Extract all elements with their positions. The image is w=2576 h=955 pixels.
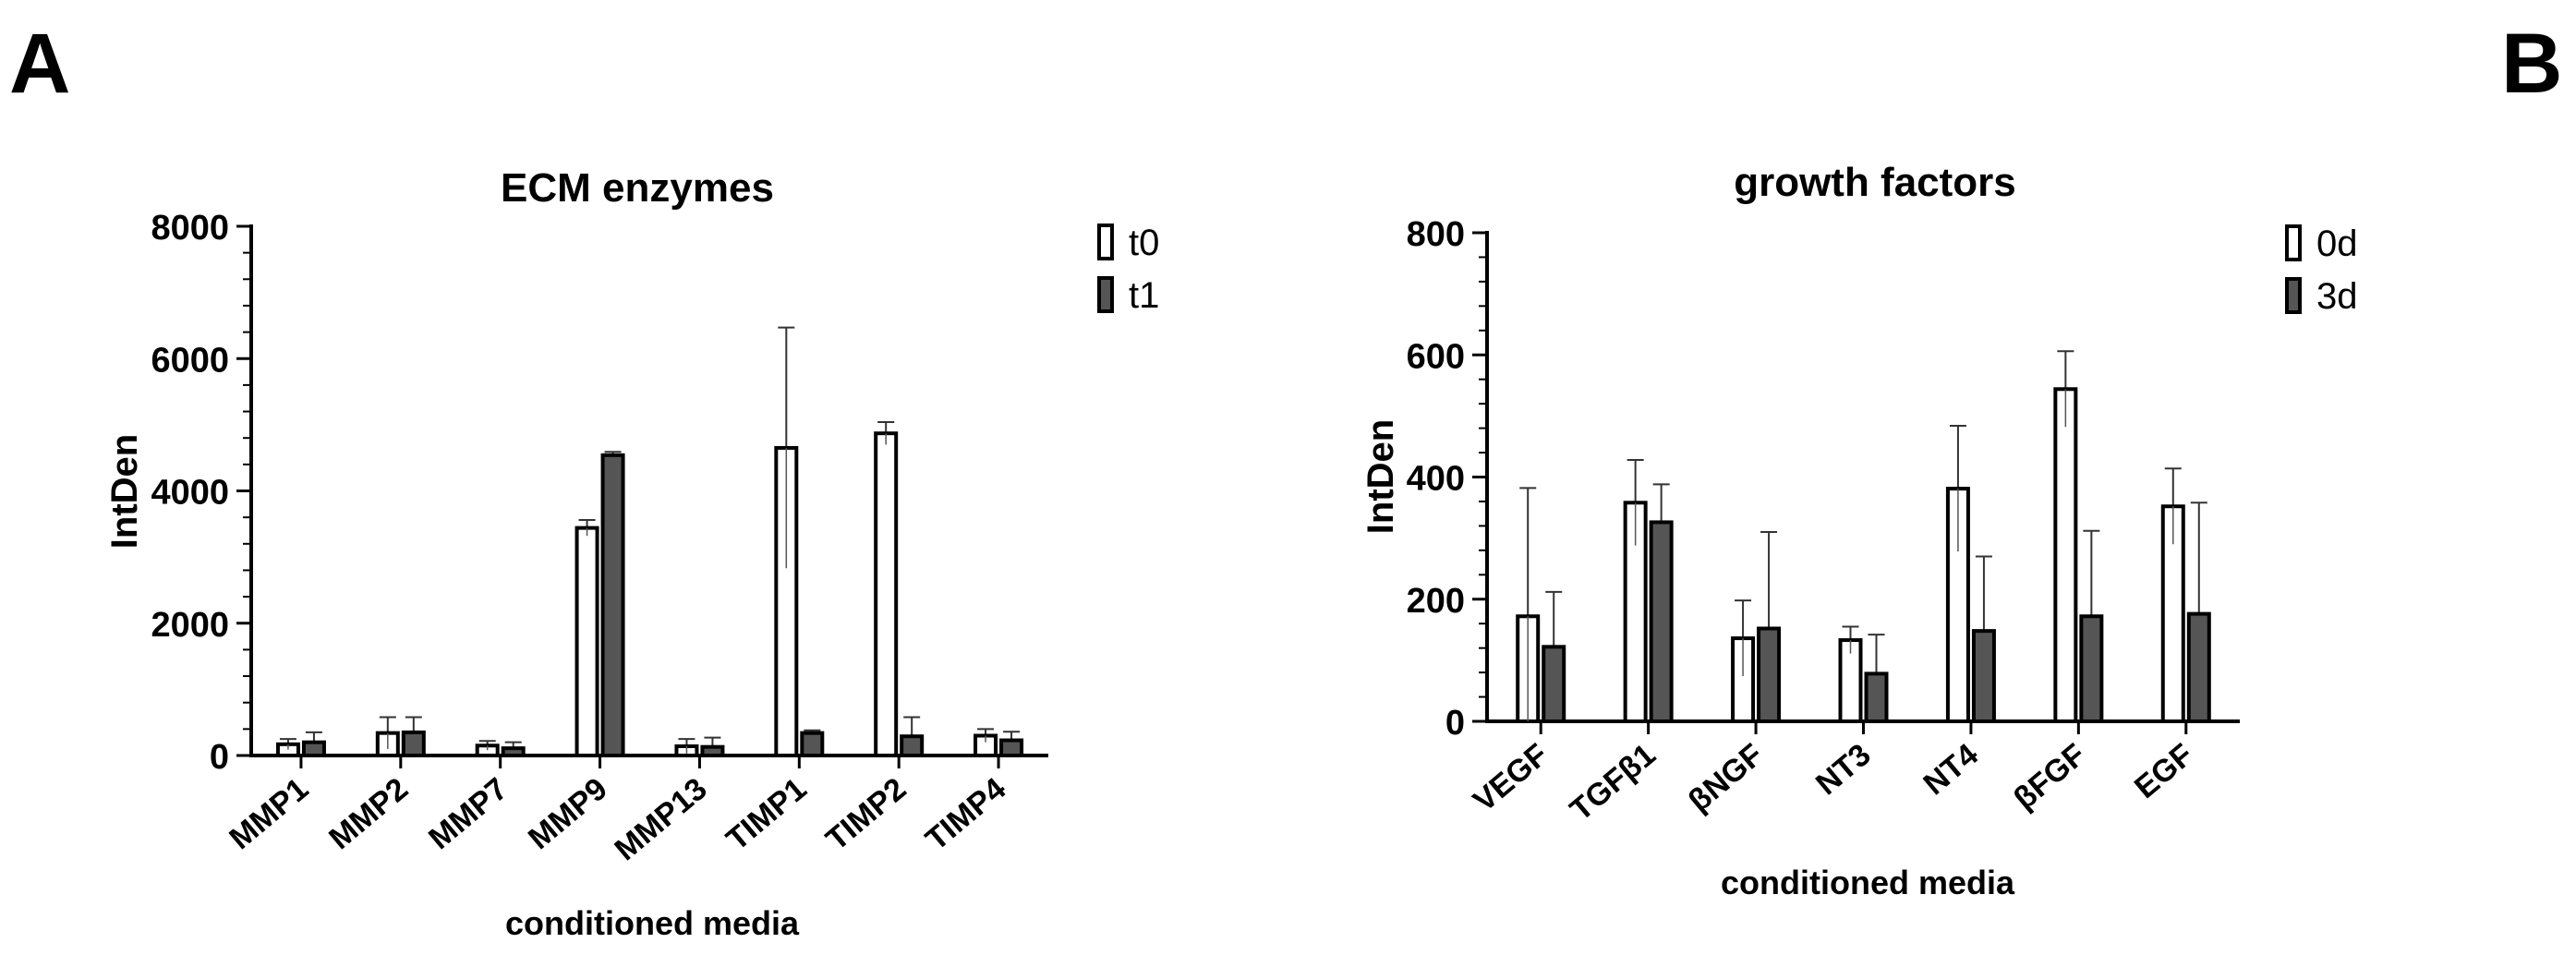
x-tick-label-timp2: TIMP2 — [819, 771, 913, 857]
bar-t1-mmp1 — [301, 740, 326, 757]
legend-swatch-0d — [2285, 224, 2302, 261]
x-axis-label: conditioned media — [1721, 864, 2015, 901]
x-axis-label: conditioned media — [505, 904, 800, 942]
bar-t0-timp2 — [874, 431, 899, 757]
chart-growth-factors: growth factors 0 200 400 600 800 IntDen conditi… — [1361, 160, 2358, 901]
y-tick-label: 200 — [1407, 582, 1465, 621]
legend-swatch-t0 — [1097, 224, 1114, 260]
y-tick-label: 400 — [1407, 460, 1465, 499]
bar-t1-timp4 — [999, 738, 1024, 757]
y-tick-label: 0 — [1445, 704, 1465, 743]
x-tick-label-egf: EGF — [2128, 737, 2200, 805]
bar-t1-timp2 — [900, 734, 925, 758]
x-tick-label-mmp13: MMP13 — [608, 771, 713, 867]
x-tick-label-vegf: VEGF — [1467, 737, 1554, 819]
panel-label-a: A — [9, 17, 70, 111]
y-tick-label: 6000 — [151, 341, 229, 380]
y-tick-label: 4000 — [151, 474, 229, 513]
legend-label-3d: 3d — [2316, 276, 2358, 317]
legend-label-t0: t0 — [1129, 223, 1159, 263]
chart-title: ECM enzymes — [501, 165, 774, 211]
panel-label-b: B — [2501, 17, 2562, 111]
legend-swatch-t1 — [1097, 276, 1114, 313]
x-tick-label-mmp2: MMP2 — [322, 771, 415, 856]
legend-swatch-3d — [2285, 277, 2302, 314]
bar-t1-mmp2 — [401, 730, 426, 758]
legend-label-t1: t1 — [1129, 275, 1159, 316]
x-tick-label-ngf: βNGF — [1682, 737, 1770, 819]
bar-t1-timp1 — [800, 731, 825, 758]
y-tick-label: 600 — [1407, 337, 1465, 376]
bar-3d-vegf — [1542, 645, 1566, 724]
chart-title: growth factors — [1734, 160, 2016, 205]
x-tick-label-mmp9: MMP9 — [522, 771, 614, 856]
y-tick-label: 0 — [210, 738, 229, 777]
legend-label-0d: 0d — [2316, 224, 2358, 264]
x-tick-label-mmp7: MMP7 — [422, 771, 514, 856]
y-tick-label: 800 — [1407, 215, 1465, 254]
x-tick-label-fgf: βFGF — [2007, 737, 2092, 816]
y-axis-label: IntDen — [104, 434, 145, 549]
bar-0d-fgf — [2053, 387, 2078, 723]
x-tick-label-nt3: NT3 — [1809, 737, 1878, 802]
bar-3d-fgf — [2079, 614, 2104, 724]
bar-3d-egf — [2186, 611, 2211, 723]
bar-t1-mmp7 — [501, 746, 526, 758]
bar-3d-nt4 — [1971, 629, 1996, 724]
x-tick-label-timp1: TIMP1 — [720, 771, 813, 857]
bar-t1-mmp13 — [700, 744, 725, 757]
y-tick-label: 2000 — [151, 606, 229, 645]
bar-3d-nt3 — [1864, 671, 1889, 723]
bar-3d-tgf-1 — [1649, 520, 1674, 723]
x-tick-label-nt4: NT4 — [1917, 737, 1985, 802]
x-tick-label-timp4: TIMP4 — [919, 771, 1012, 858]
y-tick-label: 8000 — [151, 209, 229, 248]
bar-3d-ngf — [1757, 626, 1782, 723]
x-tick-label-tgf-1: TGFβ1 — [1564, 737, 1663, 828]
y-axis-label: IntDen — [1361, 419, 1401, 534]
x-tick-label-mmp1: MMP1 — [223, 771, 315, 856]
bar-t0-mmp9 — [574, 526, 599, 757]
bar-t1-mmp9 — [600, 453, 625, 757]
chart-ecm-enzymes: ECM enzymes 0 2000 4000 6000 8000 IntDen condit… — [104, 165, 1159, 942]
